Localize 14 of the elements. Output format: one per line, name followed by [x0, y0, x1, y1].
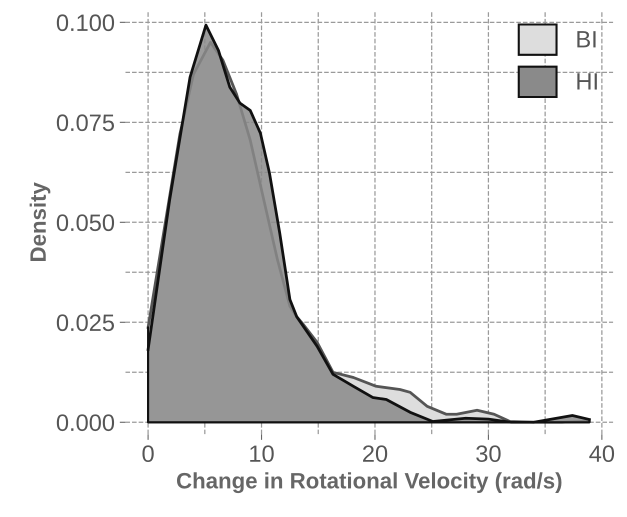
- y-axis-title: Density: [30, 182, 50, 261]
- x-tick-label: 30: [476, 445, 501, 462]
- x-axis-title: Change in Rotational Velocity (rad/s): [176, 472, 562, 494]
- legend-label: BI: [577, 31, 596, 48]
- y-tick-label: 0.075: [56, 114, 114, 132]
- y-tick-label: 0.025: [56, 314, 114, 332]
- x-tick-label: 0: [142, 445, 154, 462]
- x-tick-label: 40: [589, 445, 614, 462]
- y-tick-label: 0.100: [56, 14, 114, 32]
- y-tick-label: 0.000: [56, 414, 114, 432]
- legend-label: HI: [577, 73, 597, 90]
- x-tick-label: 10: [250, 445, 274, 462]
- y-tick-label: 0.050: [56, 214, 114, 232]
- x-tick-label: 20: [363, 445, 388, 462]
